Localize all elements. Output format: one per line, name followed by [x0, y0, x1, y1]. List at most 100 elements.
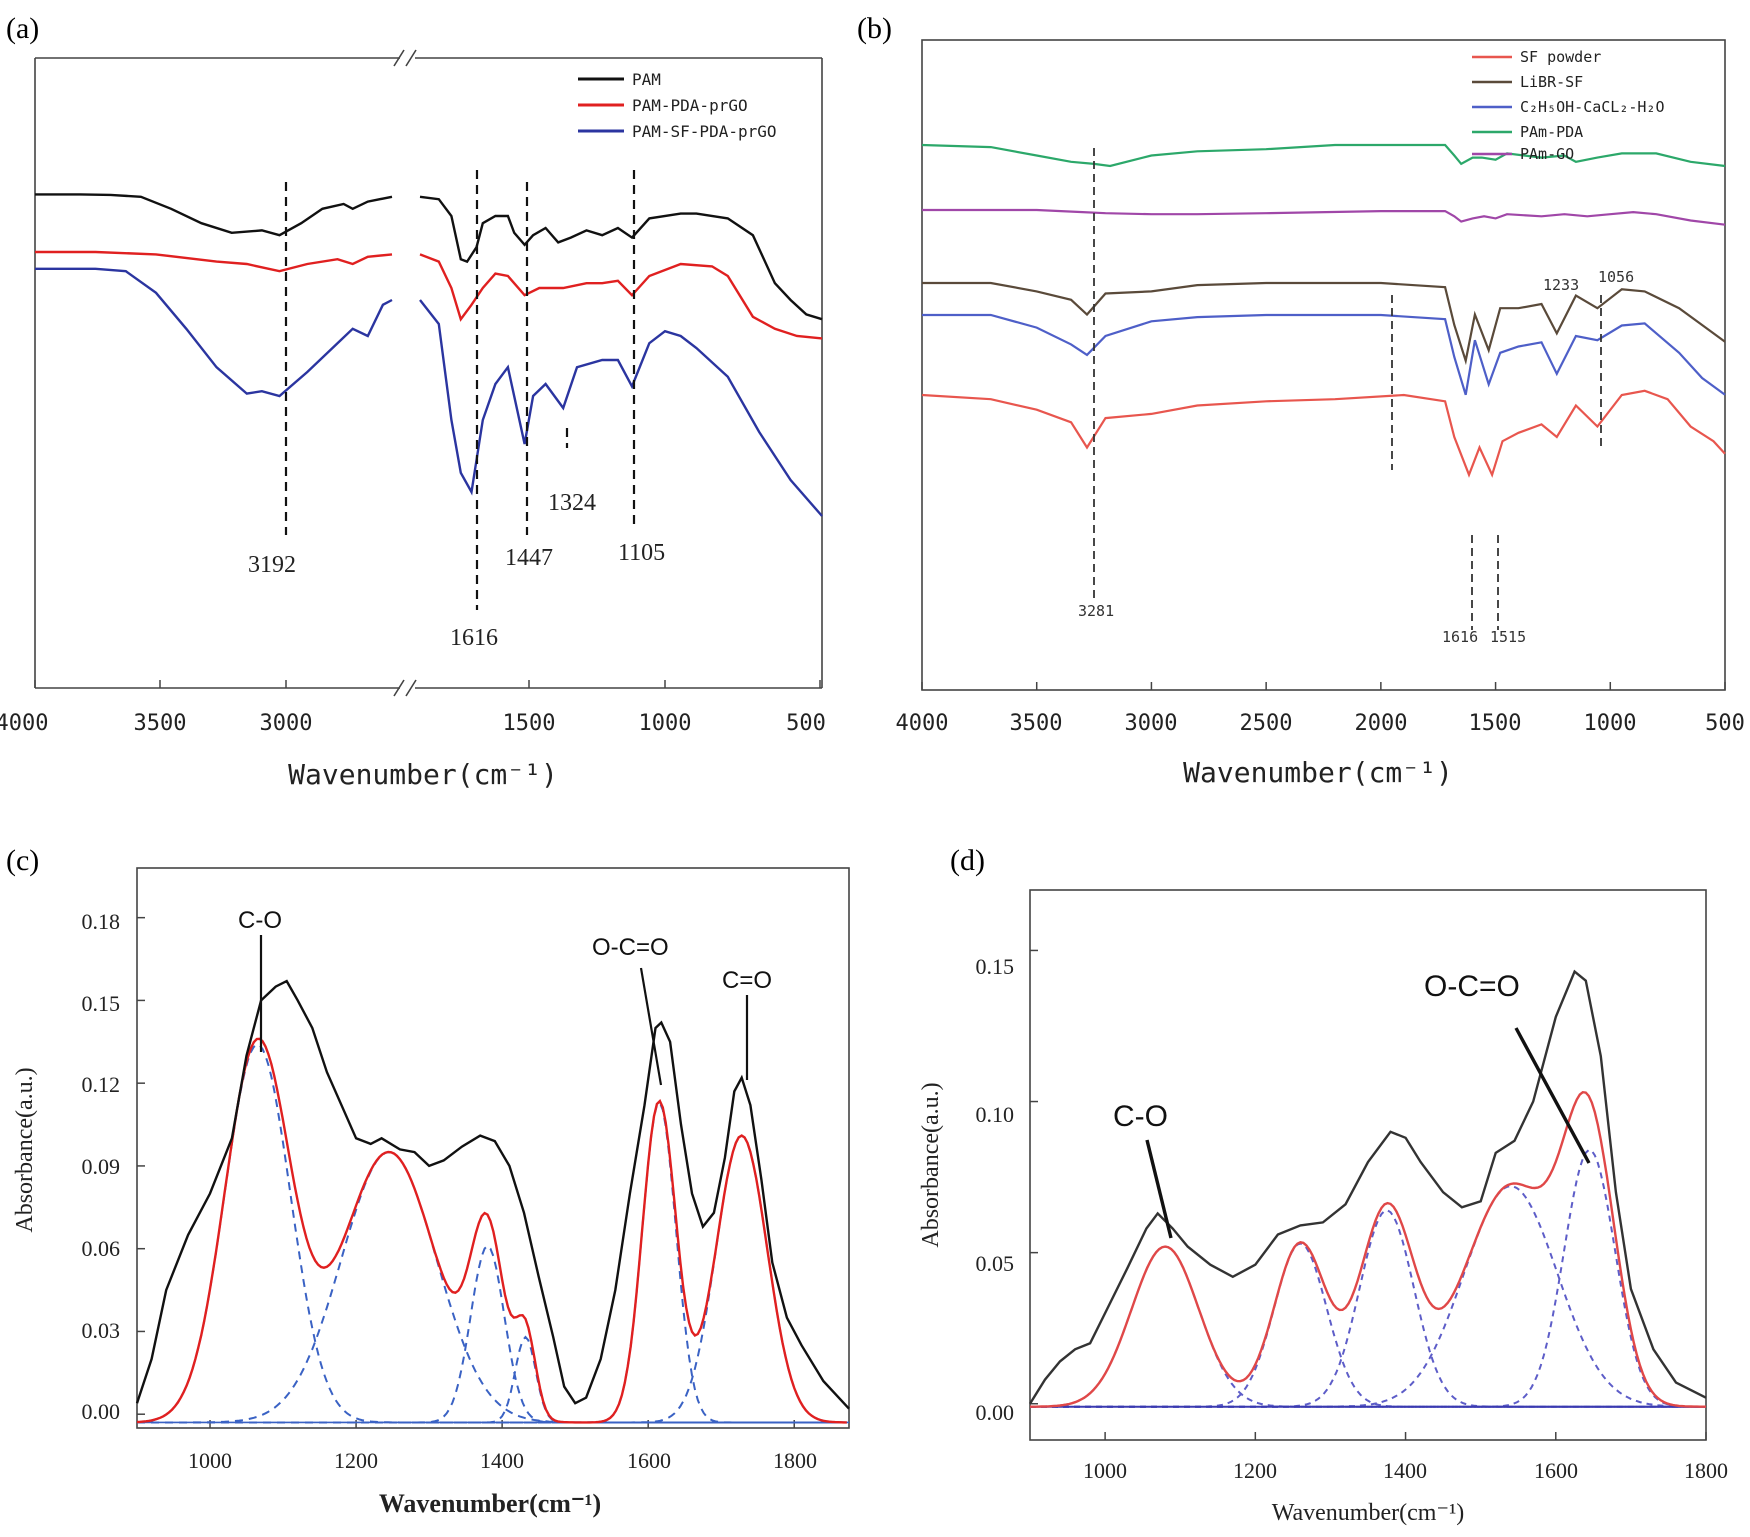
- fitted-peaks-d: [1030, 1148, 1707, 1408]
- measured-spectrum-line-c: [135, 979, 850, 1410]
- x-tick-label-a: 4000: [0, 711, 48, 736]
- peak-label-1515: 1515: [1490, 628, 1526, 646]
- legend-b: SF powder LiBR-SF C₂H₅OH-CaCL₂-H₂O PAm-P…: [1472, 48, 1665, 163]
- panel-label-b: (b): [857, 12, 892, 45]
- x-tick-label-a: 500: [786, 711, 826, 736]
- annotation-pointers-c: [259, 935, 749, 1086]
- y-tick-label-c: 0.15: [82, 991, 121, 1016]
- peak-label-1616: 1616: [1442, 628, 1478, 646]
- cumulative-fit-line-d: [1030, 1090, 1706, 1408]
- y-axis-label-d: Absorbance(a.u.): [918, 1082, 944, 1247]
- legend-label-pam-pda: PAm-PDA: [1520, 123, 1583, 141]
- peak-markers-b: [1093, 148, 1602, 630]
- series-line-pam: [35, 193, 823, 321]
- legend-label-pam-go: PAm-GO: [1520, 145, 1574, 163]
- series-line-pam-go: [922, 208, 1726, 226]
- panel-b: (b) 4000 3500 3000 2500 2000 1500 1000 5…: [857, 12, 1745, 789]
- y-tick-label-d: 0.00: [976, 1400, 1015, 1425]
- annotation-c-double-o: C=O: [722, 967, 772, 994]
- series-line-c2h5oh-cacl2-h2o: [922, 313, 1726, 396]
- fit-peak-curve: [1030, 1185, 1706, 1408]
- axis-break-a: [393, 49, 417, 697]
- x-axis-label-d: Wavenumber(cm⁻¹): [1272, 1500, 1465, 1526]
- fit-peak-curve: [1030, 1245, 1706, 1408]
- y-tick-label-c: 0.12: [82, 1072, 121, 1097]
- peak-label-3281: 3281: [1078, 602, 1114, 620]
- annotation-pointers-d: [1145, 1027, 1591, 1239]
- x-tick-label-b: 4000: [896, 711, 949, 736]
- y-tick-label-c: 0.06: [82, 1236, 121, 1261]
- y-axis-label-c: Absorbance(a.u.): [12, 1067, 38, 1232]
- x-axis-label-b: Wavenumber(cm⁻¹): [1183, 756, 1453, 789]
- y-tick-label-d: 0.05: [976, 1251, 1015, 1276]
- series-line-pam-pda-prgo: [35, 250, 823, 340]
- panel-d: (d) 1000 1200 1400 1600 1800 0.00 0.05 0…: [918, 844, 1728, 1526]
- plot-frame-c: [136, 867, 850, 1429]
- x-ticks-a: [34, 680, 821, 688]
- legend-label-c2h5oh-cacl2-h2o: C₂H₅OH-CaCL₂-H₂O: [1520, 98, 1665, 116]
- legend-label-libr-sf: LiBR-SF: [1520, 73, 1583, 91]
- fit-peak-curve: [1030, 1148, 1707, 1408]
- panel-label-d: (d): [950, 844, 985, 877]
- x-tick-label-b: 1500: [1469, 711, 1522, 736]
- annotation-o-c-o: O-C=O: [1424, 970, 1520, 1003]
- x-ticks-b: [921, 682, 1726, 690]
- peak-label-1105: 1105: [618, 540, 665, 566]
- x-tick-label-c: 1000: [188, 1448, 232, 1473]
- x-tick-label-c: 1400: [480, 1448, 524, 1473]
- fitted-peaks-c: [136, 1043, 847, 1424]
- y-tick-label-c: 0.09: [82, 1154, 121, 1179]
- fit-peak-curve: [136, 1043, 847, 1424]
- x-tick-label-c: 1200: [334, 1448, 378, 1473]
- series-line-pam-pda: [921, 143, 1726, 168]
- legend-label-pam-sf-pda-prgo: PAM-SF-PDA-prGO: [632, 122, 777, 141]
- plot-frame-b: [921, 39, 1726, 691]
- axis-ticks-c: [137, 916, 795, 1428]
- y-tick-label-c: 0.18: [82, 909, 121, 934]
- series-line-sf-powder: [921, 389, 1726, 478]
- measured-spectrum-line-d: [1028, 969, 1707, 1405]
- panel-label-a: (a): [6, 12, 39, 45]
- x-tick-label-b: 3000: [1125, 711, 1178, 736]
- x-tick-label-c: 1600: [627, 1448, 671, 1473]
- x-tick-label-b: 2000: [1355, 711, 1408, 736]
- panel-c: (c) 1000 1200 1400 1600 1800 0.00 0.03 0…: [6, 844, 850, 1518]
- x-tick-label-a: 3000: [260, 711, 313, 736]
- fit-peak-curve: [137, 1101, 847, 1424]
- legend-label-sf-powder: SF powder: [1520, 48, 1601, 66]
- y-tick-label-c: 0.00: [82, 1399, 121, 1424]
- peak-label-1616: 1616: [450, 625, 498, 651]
- x-axis-label-c: Wavenumber(cm⁻¹): [379, 1489, 601, 1518]
- x-tick-label-b: 1000: [1584, 711, 1637, 736]
- x-tick-label-a: 1500: [503, 711, 556, 736]
- peak-label-1233: 1233: [1543, 276, 1579, 294]
- series-line-libr-sf: [922, 281, 1726, 366]
- x-tick-label-a: 3500: [134, 711, 187, 736]
- cumulative-fit-line-c: [136, 1037, 847, 1424]
- peak-label-1056: 1056: [1598, 268, 1634, 286]
- plot-frame-d: [1029, 889, 1707, 1441]
- x-tick-label-d: 1800: [1684, 1458, 1728, 1483]
- axis-ticks-d: [1030, 949, 1707, 1440]
- x-tick-label-b: 2500: [1240, 711, 1293, 736]
- peak-markers-a: [284, 170, 636, 610]
- series-line-pam-sf-pda-prgo: [35, 267, 823, 517]
- panel-a: (a) 4000 3500 3000 1500 1000 500 Wavenum…: [0, 12, 826, 791]
- x-tick-label-a: 1000: [639, 711, 692, 736]
- y-tick-label-d: 0.15: [976, 954, 1015, 979]
- x-axis-label-a: Wavenumber(cm⁻¹): [288, 758, 558, 791]
- peak-label-1447: 1447: [505, 545, 553, 571]
- fit-peak-curve: [137, 1244, 847, 1424]
- y-tick-label-c: 0.03: [82, 1318, 121, 1343]
- fit-peak-curve: [1030, 1242, 1706, 1408]
- annotation-c-o: C-O: [1113, 1100, 1168, 1133]
- fit-peak-curve: [137, 1151, 847, 1424]
- legend-a: PAM PAM-PDA-prGO PAM-SF-PDA-prGO: [578, 70, 777, 141]
- x-tick-label-c: 1800: [773, 1448, 817, 1473]
- peak-label-3192: 3192: [248, 552, 296, 578]
- annotation-o-c-o: O-C=O: [592, 934, 669, 961]
- annotation-c-o: C-O: [238, 907, 282, 934]
- panel-label-c: (c): [6, 844, 39, 877]
- plot-frame-a: [34, 57, 823, 689]
